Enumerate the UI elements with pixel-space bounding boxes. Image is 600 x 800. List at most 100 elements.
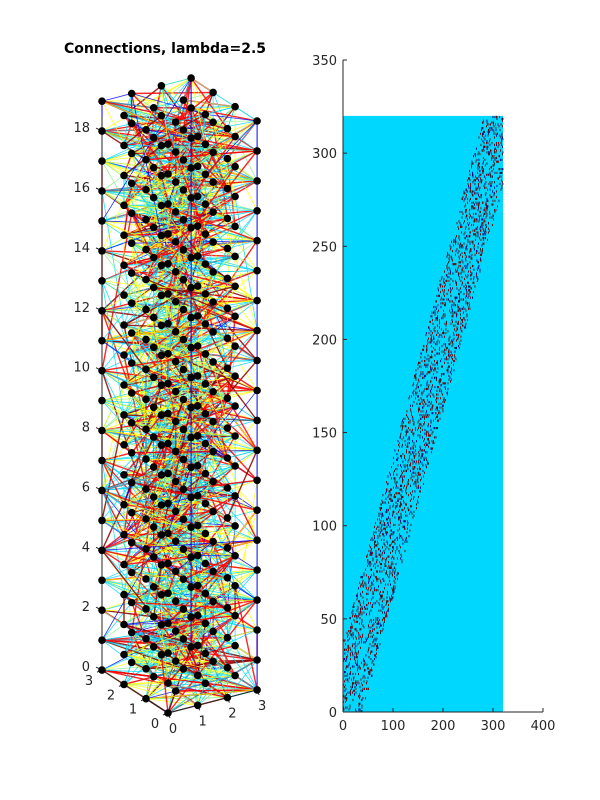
matrix-cell — [381, 525, 382, 528]
edge — [167, 166, 236, 265]
matrix-cell — [360, 611, 361, 614]
matrix-cell — [370, 635, 372, 638]
matrix-cell — [422, 464, 424, 467]
edge — [175, 136, 236, 183]
edge — [175, 383, 206, 392]
matrix-cell — [431, 376, 433, 379]
matrix-cell — [419, 449, 421, 452]
edge — [167, 570, 177, 594]
matrix-cell — [377, 564, 379, 568]
matrix-cell — [414, 466, 416, 469]
matrix-cell — [425, 402, 426, 405]
matrix-cell — [412, 419, 414, 422]
matrix-cell — [446, 292, 448, 296]
node — [231, 402, 239, 410]
matrix-cell — [415, 428, 416, 432]
matrix-cell — [454, 359, 455, 363]
edge — [175, 226, 236, 273]
matrix-cell — [389, 518, 391, 521]
matrix-cell — [369, 671, 371, 674]
matrix-marks — [343, 115, 504, 713]
node — [127, 658, 136, 667]
matrix-cell — [394, 572, 395, 575]
node — [120, 530, 128, 539]
matrix-cell — [435, 300, 437, 303]
node — [157, 531, 166, 539]
matrix-cell — [409, 512, 410, 515]
matrix-cell — [441, 350, 443, 353]
node — [201, 469, 210, 478]
matrix-cell — [389, 471, 390, 474]
matrix-cell — [448, 279, 450, 283]
node — [201, 559, 210, 568]
matrix-cell — [421, 400, 423, 404]
edge — [182, 309, 214, 333]
matrix-cell — [356, 652, 357, 655]
matrix-cell — [383, 527, 384, 530]
matrix-cell — [414, 454, 416, 458]
matrix-cell — [383, 542, 385, 545]
node — [209, 268, 217, 276]
matrix-cell — [404, 525, 405, 528]
matrix-cell — [467, 302, 468, 305]
matrix-cell — [384, 551, 385, 554]
matrix-cell — [454, 328, 455, 331]
node — [209, 88, 217, 97]
matrix-cell — [428, 438, 429, 441]
matrix-cell — [344, 648, 345, 651]
matrix-cell — [409, 428, 411, 432]
matrix-cell — [393, 579, 395, 582]
matrix-cell — [415, 393, 417, 396]
matrix-cell — [458, 274, 459, 277]
z-tick-label: 18 — [73, 121, 90, 136]
matrix-cell — [369, 613, 370, 616]
matrix-cell — [362, 697, 364, 700]
matrix-cell — [401, 421, 403, 424]
matrix-cell — [424, 400, 425, 404]
edge — [123, 540, 176, 566]
matrix-cell — [390, 583, 391, 586]
edge — [101, 518, 147, 521]
matrix-cell — [442, 331, 443, 335]
matrix-cell — [355, 615, 357, 618]
edge — [227, 629, 258, 639]
matrix-cell — [354, 628, 356, 631]
matrix-cell — [393, 540, 395, 543]
matrix-cell — [450, 289, 452, 292]
matrix-cell — [374, 562, 376, 566]
matrix-cell — [388, 523, 389, 527]
matrix-cell — [347, 672, 348, 676]
matrix-cell — [403, 501, 405, 504]
node — [164, 619, 172, 627]
matrix-cell — [421, 413, 423, 417]
edge — [160, 384, 228, 459]
matrix-cell — [431, 432, 433, 435]
matrix-cell — [352, 682, 354, 685]
node — [187, 403, 195, 412]
node — [231, 192, 239, 201]
matrix-cell — [439, 417, 441, 420]
matrix-cell — [395, 507, 396, 510]
matrix-cell — [437, 413, 438, 417]
matrix-cell — [468, 292, 470, 296]
matrix-cell — [390, 488, 391, 491]
matrix-cell — [462, 324, 464, 327]
matrix-cell — [380, 520, 382, 523]
matrix-cell — [459, 294, 460, 297]
matrix-cell — [477, 279, 478, 283]
matrix-cell — [368, 587, 369, 590]
matrix-cell — [368, 648, 369, 651]
edge — [123, 294, 147, 340]
matrix-cell — [384, 523, 386, 527]
matrix-cell — [431, 386, 433, 389]
matrix-cell — [418, 495, 419, 499]
matrix-cell — [373, 592, 374, 595]
matrix-cell — [457, 309, 459, 312]
matrix-cell — [345, 659, 346, 663]
matrix-cell — [428, 440, 430, 443]
node — [171, 417, 180, 426]
matrix-cell — [411, 505, 412, 508]
edge — [101, 436, 154, 491]
edge — [213, 360, 258, 363]
matrix-cell — [368, 671, 369, 674]
